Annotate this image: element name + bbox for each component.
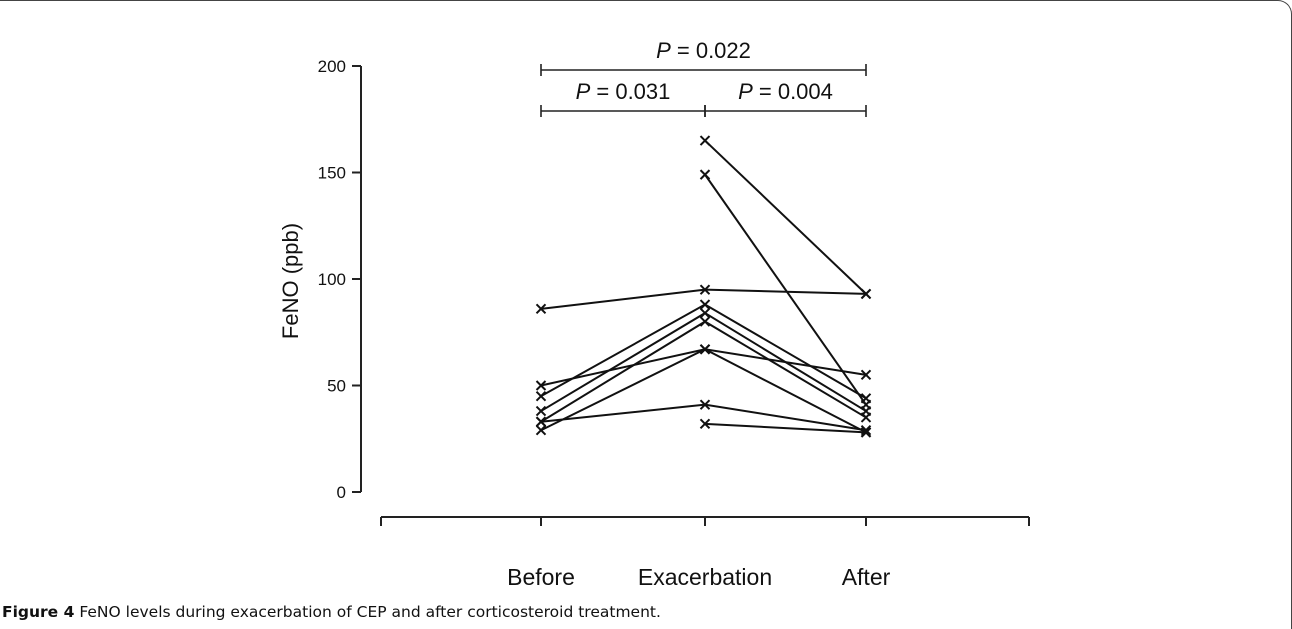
data-point-marker	[535, 390, 547, 402]
x-axis: Before Exacerbation After	[380, 516, 1030, 590]
y-tick-label: 0	[337, 483, 346, 502]
data-point-marker	[699, 344, 711, 355]
y-axis: 0 50 100 150 200	[318, 57, 362, 502]
series-line	[704, 174, 867, 406]
p-value-label: P = 0.031	[576, 79, 671, 104]
series-line	[704, 422, 867, 434]
series-line	[540, 311, 867, 412]
data-point-marker	[535, 380, 547, 391]
y-tick-label: 200	[318, 57, 346, 76]
data-point-marker	[535, 416, 547, 427]
caption-text: FeNO levels during exacerbation of CEP a…	[79, 603, 661, 621]
data-point-marker	[860, 288, 872, 300]
p-value-label: P = 0.004	[738, 79, 833, 104]
data-point-marker	[860, 369, 872, 381]
series-line	[704, 139, 867, 295]
data-point-marker	[699, 307, 711, 319]
data-point-marker	[860, 412, 872, 423]
x-category-label: After	[842, 564, 891, 590]
caption-label: Figure 4	[2, 603, 75, 621]
data-point-marker	[699, 169, 711, 180]
data-point-marker	[699, 399, 711, 410]
data-point-marker	[699, 135, 711, 146]
series-layer	[535, 135, 872, 438]
data-point-marker	[699, 316, 711, 327]
series-line	[540, 348, 867, 387]
x-category-label: Before	[507, 564, 575, 590]
data-point-marker	[535, 425, 547, 436]
data-point-marker	[699, 284, 711, 295]
data-point-marker	[535, 405, 547, 417]
y-tick-label: 50	[327, 377, 346, 396]
y-tick-label: 150	[318, 164, 346, 183]
data-point-marker	[860, 427, 872, 438]
data-point-marker	[860, 399, 872, 410]
significance-brackets: P = 0.022 P = 0.031 P = 0.004	[540, 38, 867, 117]
figure-caption: Figure 4 FeNO levels during exacerbation…	[2, 603, 661, 621]
x-category-label: Exacerbation	[638, 564, 772, 590]
data-point-marker	[699, 418, 711, 430]
feno-chart: 0 50 100 150 200 Before Exacerbation After P =…	[278, 38, 1030, 590]
data-point-marker	[860, 425, 872, 436]
data-point-marker	[699, 299, 711, 310]
data-point-marker	[535, 303, 547, 315]
y-axis-label: FeNO (ppb)	[278, 223, 303, 339]
p-value-label: P = 0.022	[656, 38, 751, 63]
y-tick-label: 100	[318, 270, 346, 289]
